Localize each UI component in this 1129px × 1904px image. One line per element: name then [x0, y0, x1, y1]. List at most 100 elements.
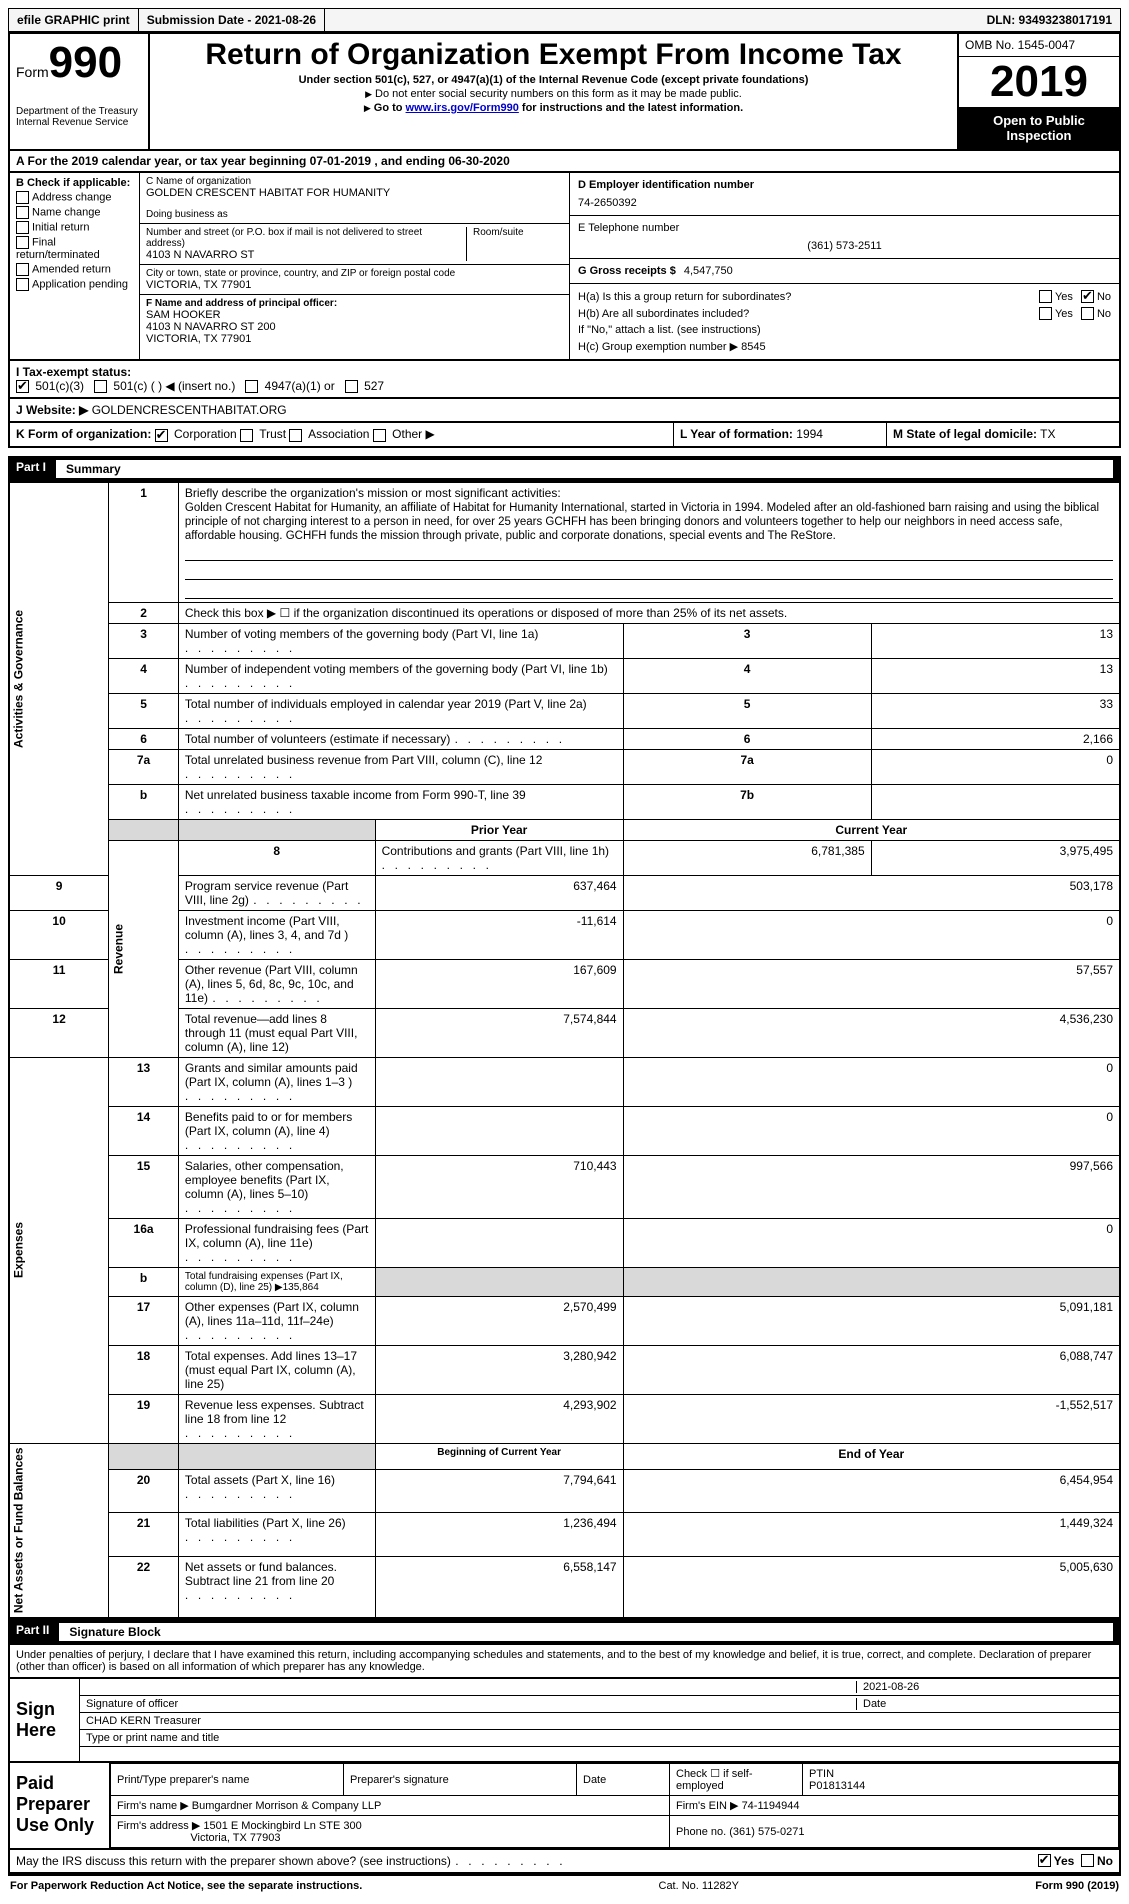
- exp-rotated: Expenses: [9, 1057, 109, 1443]
- ptin: P01813144: [809, 1780, 865, 1792]
- penalties-text: Under penalties of perjury, I declare th…: [8, 1645, 1121, 1679]
- arrow-icon: [364, 102, 374, 114]
- sign-block: Sign Here 2021-08-26 Signature of office…: [8, 1679, 1121, 1763]
- footer: For Paperwork Reduction Act Notice, see …: [8, 1874, 1121, 1896]
- chk-discuss-yes[interactable]: [1038, 1854, 1051, 1867]
- firm-name: Bumgardner Morrison & Company LLP: [192, 1800, 382, 1812]
- chk-ha-no[interactable]: [1081, 290, 1094, 303]
- chk-hb-yes[interactable]: [1039, 307, 1052, 320]
- net-rotated: Net Assets or Fund Balances: [9, 1443, 109, 1618]
- name-title-label: Type or print name and title: [86, 1732, 219, 1744]
- public-inspection: Open to Public Inspection: [959, 107, 1119, 149]
- chk-hb-no[interactable]: [1081, 307, 1094, 320]
- chk-501c3[interactable]: [16, 380, 29, 393]
- chk-ha-yes[interactable]: [1039, 290, 1052, 303]
- officer-name-title: CHAD KERN Treasurer: [86, 1715, 201, 1727]
- row-k: K Form of organization: Corporation Trus…: [8, 423, 1121, 447]
- instructions-link[interactable]: www.irs.gov/Form990: [406, 102, 519, 114]
- line2: Check this box ▶ ☐ if the organization d…: [178, 602, 1120, 623]
- row-i-label: I Tax-exempt status:: [16, 365, 131, 379]
- warn2-suffix: for instructions and the latest informat…: [519, 102, 743, 114]
- room-label: Room/suite: [466, 227, 563, 261]
- ein-label: D Employer identification number: [578, 179, 754, 191]
- summary-table: Activities & Governance 1 Briefly descri…: [8, 482, 1121, 1620]
- footer-cat: Cat. No. 11282Y: [362, 1880, 1035, 1892]
- gov-rotated: Activities & Governance: [9, 482, 109, 875]
- chk-other[interactable]: [373, 429, 386, 442]
- mission-text: Golden Crescent Habitat for Humanity, an…: [185, 502, 1099, 542]
- chk-trust[interactable]: [240, 429, 253, 442]
- row-m-label: M State of legal domicile:: [893, 427, 1037, 441]
- tel-label: E Telephone number: [578, 222, 679, 234]
- org-name-label: C Name of organization: [146, 176, 563, 187]
- col-d: D Employer identification number 74-2650…: [570, 173, 1119, 359]
- dept-label: Department of the Treasury Internal Reve…: [16, 106, 142, 128]
- sign-date-val: 2021-08-26: [856, 1681, 1113, 1693]
- sign-here-label: Sign Here: [10, 1679, 80, 1761]
- chk-501c[interactable]: [94, 380, 107, 393]
- arrow-icon: [365, 88, 375, 100]
- part1-title: Summary: [56, 460, 1113, 478]
- warn2-prefix: Go to: [374, 102, 406, 114]
- chk-final-return[interactable]: [16, 236, 29, 249]
- chk-assoc[interactable]: [289, 429, 302, 442]
- chk-527[interactable]: [345, 380, 358, 393]
- chk-corp[interactable]: [155, 429, 168, 442]
- col-b: B Check if applicable: Address change Na…: [10, 173, 140, 359]
- chk-amended[interactable]: [16, 263, 29, 276]
- sign-right: 2021-08-26 Signature of officerDate CHAD…: [80, 1679, 1119, 1761]
- dba-label: Doing business as: [146, 209, 563, 220]
- row-j: J Website: ▶ GOLDENCRESCENTHABITAT.ORG: [8, 399, 1121, 423]
- header: Form990 Department of the Treasury Inter…: [8, 32, 1121, 151]
- form-title: Return of Organization Exempt From Incom…: [156, 38, 951, 72]
- chk-4947[interactable]: [245, 380, 258, 393]
- city-state-zip: VICTORIA, TX 77901: [146, 279, 563, 291]
- chk-initial-return[interactable]: [16, 221, 29, 234]
- officer-name: SAM HOOKER: [146, 309, 563, 321]
- discuss-text: May the IRS discuss this return with the…: [16, 1854, 1038, 1868]
- col-c: C Name of organization GOLDEN CRESCENT H…: [140, 173, 570, 359]
- row-i: I Tax-exempt status: 501(c)(3) 501(c) ( …: [8, 361, 1121, 399]
- firm-addr1: 1501 E Mockingbird Ln STE 300: [203, 1820, 361, 1832]
- chk-pending[interactable]: [16, 278, 29, 291]
- warn1: Do not enter social security numbers on …: [375, 88, 742, 100]
- website: GOLDENCRESCENTHABITAT.ORG: [92, 403, 287, 417]
- mission-prompt: Briefly describe the organization's miss…: [185, 486, 561, 500]
- officer-addr1: 4103 N NAVARRO ST 200: [146, 321, 563, 333]
- part1-label: Part I: [16, 460, 46, 478]
- form-number: 990: [49, 38, 122, 87]
- sig-officer-label: Signature of officer: [86, 1698, 856, 1710]
- city-label: City or town, state or province, country…: [146, 268, 563, 279]
- rev-rotated: Revenue: [109, 840, 179, 1057]
- addr-label: Number and street (or P.O. box if mail i…: [146, 227, 458, 249]
- submission-date: Submission Date - 2021-08-26: [139, 9, 325, 31]
- chk-address-change[interactable]: [16, 191, 29, 204]
- paid-preparer-block: Paid Preparer Use Only Print/Type prepar…: [8, 1763, 1121, 1850]
- paid-table: Print/Type preparer's name Preparer's si…: [110, 1763, 1119, 1848]
- tax-year: 2019: [959, 57, 1119, 107]
- chk-discuss-no[interactable]: [1081, 1854, 1094, 1867]
- entity-grid: B Check if applicable: Address change Na…: [8, 173, 1121, 361]
- part2-label: Part II: [16, 1623, 49, 1641]
- section-a: A For the 2019 calendar year, or tax yea…: [8, 151, 1121, 173]
- omb-number: OMB No. 1545-0047: [959, 34, 1119, 57]
- officer-label: F Name and address of principal officer:: [146, 298, 337, 309]
- telephone: (361) 573-2511: [578, 240, 1111, 252]
- domicile: TX: [1040, 427, 1055, 441]
- form-label: Form: [16, 64, 49, 80]
- row-j-label: J Website: ▶: [16, 403, 88, 417]
- street-address: 4103 N NAVARRO ST: [146, 249, 458, 261]
- col-b-title: B Check if applicable:: [16, 177, 130, 189]
- org-name: GOLDEN CRESCENT HABITAT FOR HUMANITY: [146, 187, 563, 199]
- right-header-cell: OMB No. 1545-0047 2019 Open to Public In…: [959, 34, 1119, 149]
- chk-name-change[interactable]: [16, 206, 29, 219]
- hb-note: If "No," attach a list. (see instruction…: [578, 324, 1111, 336]
- paid-label: Paid Preparer Use Only: [10, 1763, 110, 1848]
- part2-header: Part II Signature Block: [8, 1619, 1121, 1645]
- sig-date-label: Date: [856, 1698, 1113, 1710]
- form-id-cell: Form990 Department of the Treasury Inter…: [10, 34, 150, 149]
- topbar: efile GRAPHIC print Submission Date - 20…: [8, 8, 1121, 32]
- title-cell: Return of Organization Exempt From Incom…: [150, 34, 959, 149]
- hb-label: H(b) Are all subordinates included?: [578, 308, 1039, 320]
- row-l-label: L Year of formation:: [680, 427, 793, 441]
